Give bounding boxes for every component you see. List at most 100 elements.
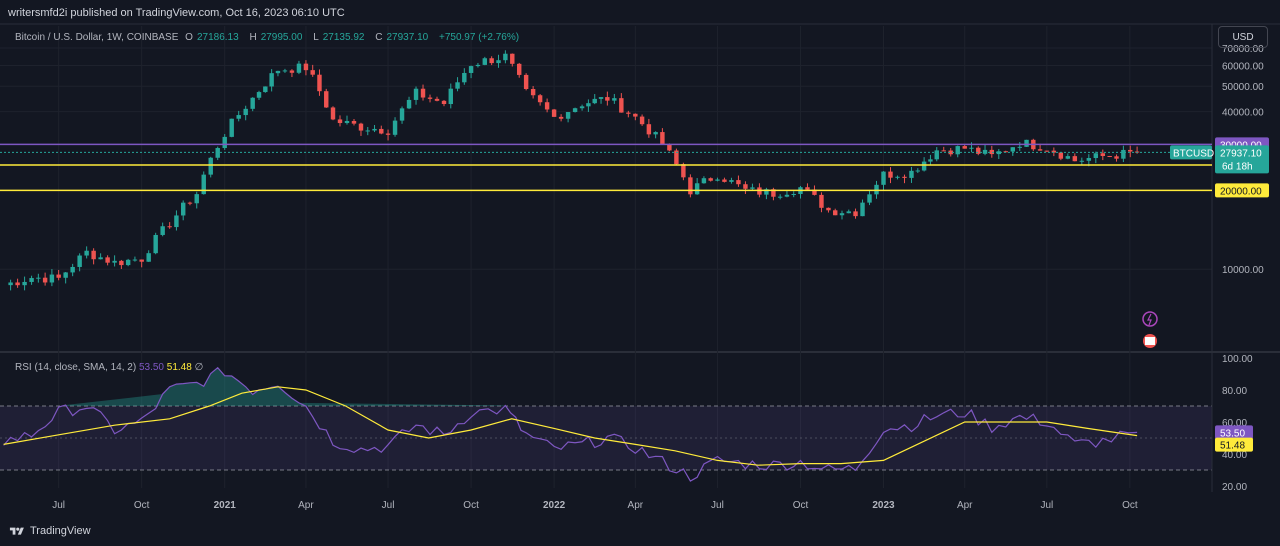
candle-body	[777, 196, 783, 198]
candle-body	[1065, 156, 1071, 159]
candle-body	[489, 58, 494, 64]
candle-body	[853, 211, 858, 217]
candle-body	[605, 97, 610, 101]
candle-body	[646, 124, 652, 135]
candle-body	[496, 60, 501, 64]
symbol-tag: BTCUSD	[1173, 148, 1214, 159]
candle-body	[441, 100, 447, 105]
candle-body	[928, 159, 933, 162]
rsi-tick-label: 40.00	[1222, 450, 1247, 461]
candle-body	[194, 194, 199, 204]
candle-body	[1114, 156, 1119, 159]
candle-body	[379, 128, 384, 134]
candle-body	[846, 211, 851, 214]
candle-body	[385, 133, 391, 135]
candle-body	[1017, 146, 1022, 148]
candle-body	[544, 102, 550, 110]
time-tick-label: Jul	[711, 500, 724, 511]
candle-body	[639, 116, 645, 125]
symbol-name: Bitcoin / U.S. Dollar, 1W, COINBASE	[15, 32, 179, 43]
candle-body	[1003, 151, 1008, 153]
candle-body	[324, 91, 329, 108]
candle-body	[208, 157, 213, 175]
candle-body	[282, 70, 288, 72]
candle-body	[934, 150, 939, 160]
candle-body	[160, 226, 165, 235]
price-tick-label: 10000.00	[1222, 265, 1264, 276]
candle-body	[881, 171, 886, 185]
candle-body	[771, 189, 776, 197]
close-label: C	[375, 32, 383, 43]
candle-body	[475, 64, 481, 67]
change-value: +750.97 (+2.76%)	[438, 32, 520, 43]
candle-body	[330, 107, 336, 120]
candle-body	[289, 70, 295, 73]
candle-body	[1072, 156, 1078, 162]
candle-body	[948, 150, 953, 155]
candle-body	[592, 98, 597, 104]
open-value: 27186.13	[196, 32, 239, 43]
candle-body	[263, 86, 268, 93]
candle-body	[626, 112, 631, 114]
candle-body	[482, 58, 488, 65]
candle-body	[84, 250, 89, 256]
candle-body	[372, 128, 377, 131]
candle-body	[1128, 149, 1133, 152]
candle-body	[812, 189, 817, 195]
footer-brand: TradingView	[9, 525, 91, 537]
time-tick-label: Jul	[52, 500, 65, 511]
candle-body	[22, 281, 27, 286]
candle-body	[269, 73, 274, 87]
candle-body	[337, 119, 343, 124]
candle-body	[1044, 150, 1050, 152]
candle-body	[1093, 153, 1099, 159]
candle-body	[91, 250, 96, 260]
candle-body	[976, 147, 981, 154]
candle-body	[427, 97, 433, 99]
rsi-value-tag-bg	[1215, 425, 1253, 440]
candle-body	[420, 88, 426, 98]
candle-body	[256, 92, 262, 98]
candle-body	[222, 136, 227, 149]
candle-body	[1086, 158, 1092, 161]
candle-body	[1079, 160, 1085, 162]
candle-body	[462, 72, 467, 83]
candle-body	[351, 120, 357, 124]
candle-body	[660, 132, 665, 145]
candle-body	[530, 88, 536, 96]
candle-body	[688, 177, 693, 195]
candle-body	[955, 146, 960, 155]
candle-body	[667, 144, 672, 151]
currency-button[interactable]: USD	[1218, 26, 1268, 48]
candle-body	[510, 53, 515, 64]
candle-body	[551, 109, 557, 117]
top-bar: writersmfd2i published on TradingView.co…	[0, 0, 1280, 24]
open-label: O	[185, 32, 193, 43]
candle-body	[586, 103, 591, 107]
overlays: 30000.0025000.0020000.00BTCUSD27937.106d…	[0, 137, 1269, 452]
candle-body	[243, 108, 248, 116]
lightning-icon	[1142, 311, 1158, 327]
candle-body	[750, 187, 755, 189]
candle-body	[1121, 149, 1126, 159]
candle-body	[982, 149, 988, 154]
candle-body	[941, 150, 946, 152]
candle-body	[187, 202, 193, 204]
candle-body	[139, 259, 144, 262]
candle-body	[15, 282, 20, 286]
candle-body	[29, 278, 34, 282]
footer-brand-label: TradingView	[30, 525, 91, 537]
rsi-null-icon: ∅	[194, 362, 204, 373]
candle-body	[1051, 150, 1057, 153]
candle-body	[701, 178, 707, 184]
candle-body	[579, 106, 585, 109]
candle-body	[523, 74, 529, 89]
candle-body	[250, 97, 255, 109]
candle-body	[201, 174, 206, 195]
time-tick-label: 2022	[543, 500, 566, 511]
candle-body	[112, 260, 117, 263]
candle-body	[784, 194, 790, 197]
low-value: 27135.92	[322, 32, 365, 43]
close-value: 27937.10	[386, 32, 429, 43]
